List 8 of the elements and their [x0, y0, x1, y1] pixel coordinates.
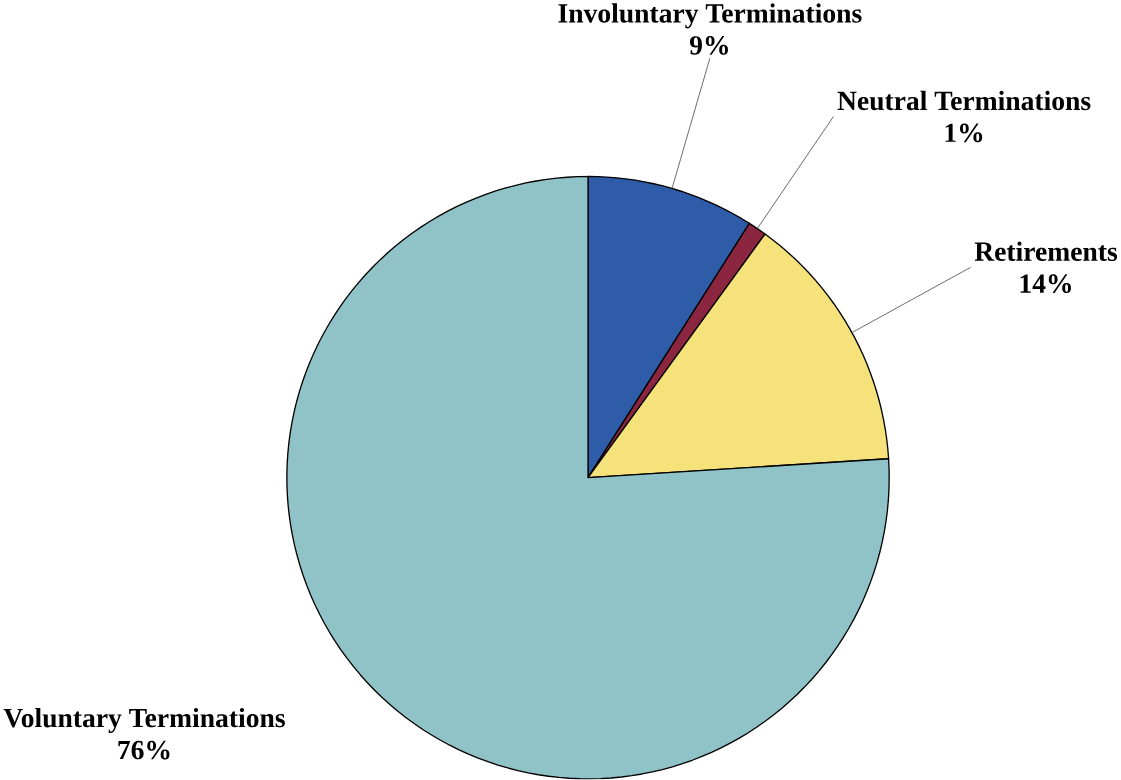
- data-label: 9%: [689, 36, 728, 56]
- slice-label: Retirements: [974, 241, 1118, 262]
- slice-label: Voluntary Terminations: [3, 708, 285, 734]
- slice-label: Neutral Terminations: [837, 90, 1091, 111]
- slice-label: Involuntary Terminations: [558, 3, 862, 29]
- data-label: 1%: [945, 123, 983, 143]
- data-label: 14%: [1020, 274, 1071, 294]
- data-label: 76%: [118, 740, 170, 760]
